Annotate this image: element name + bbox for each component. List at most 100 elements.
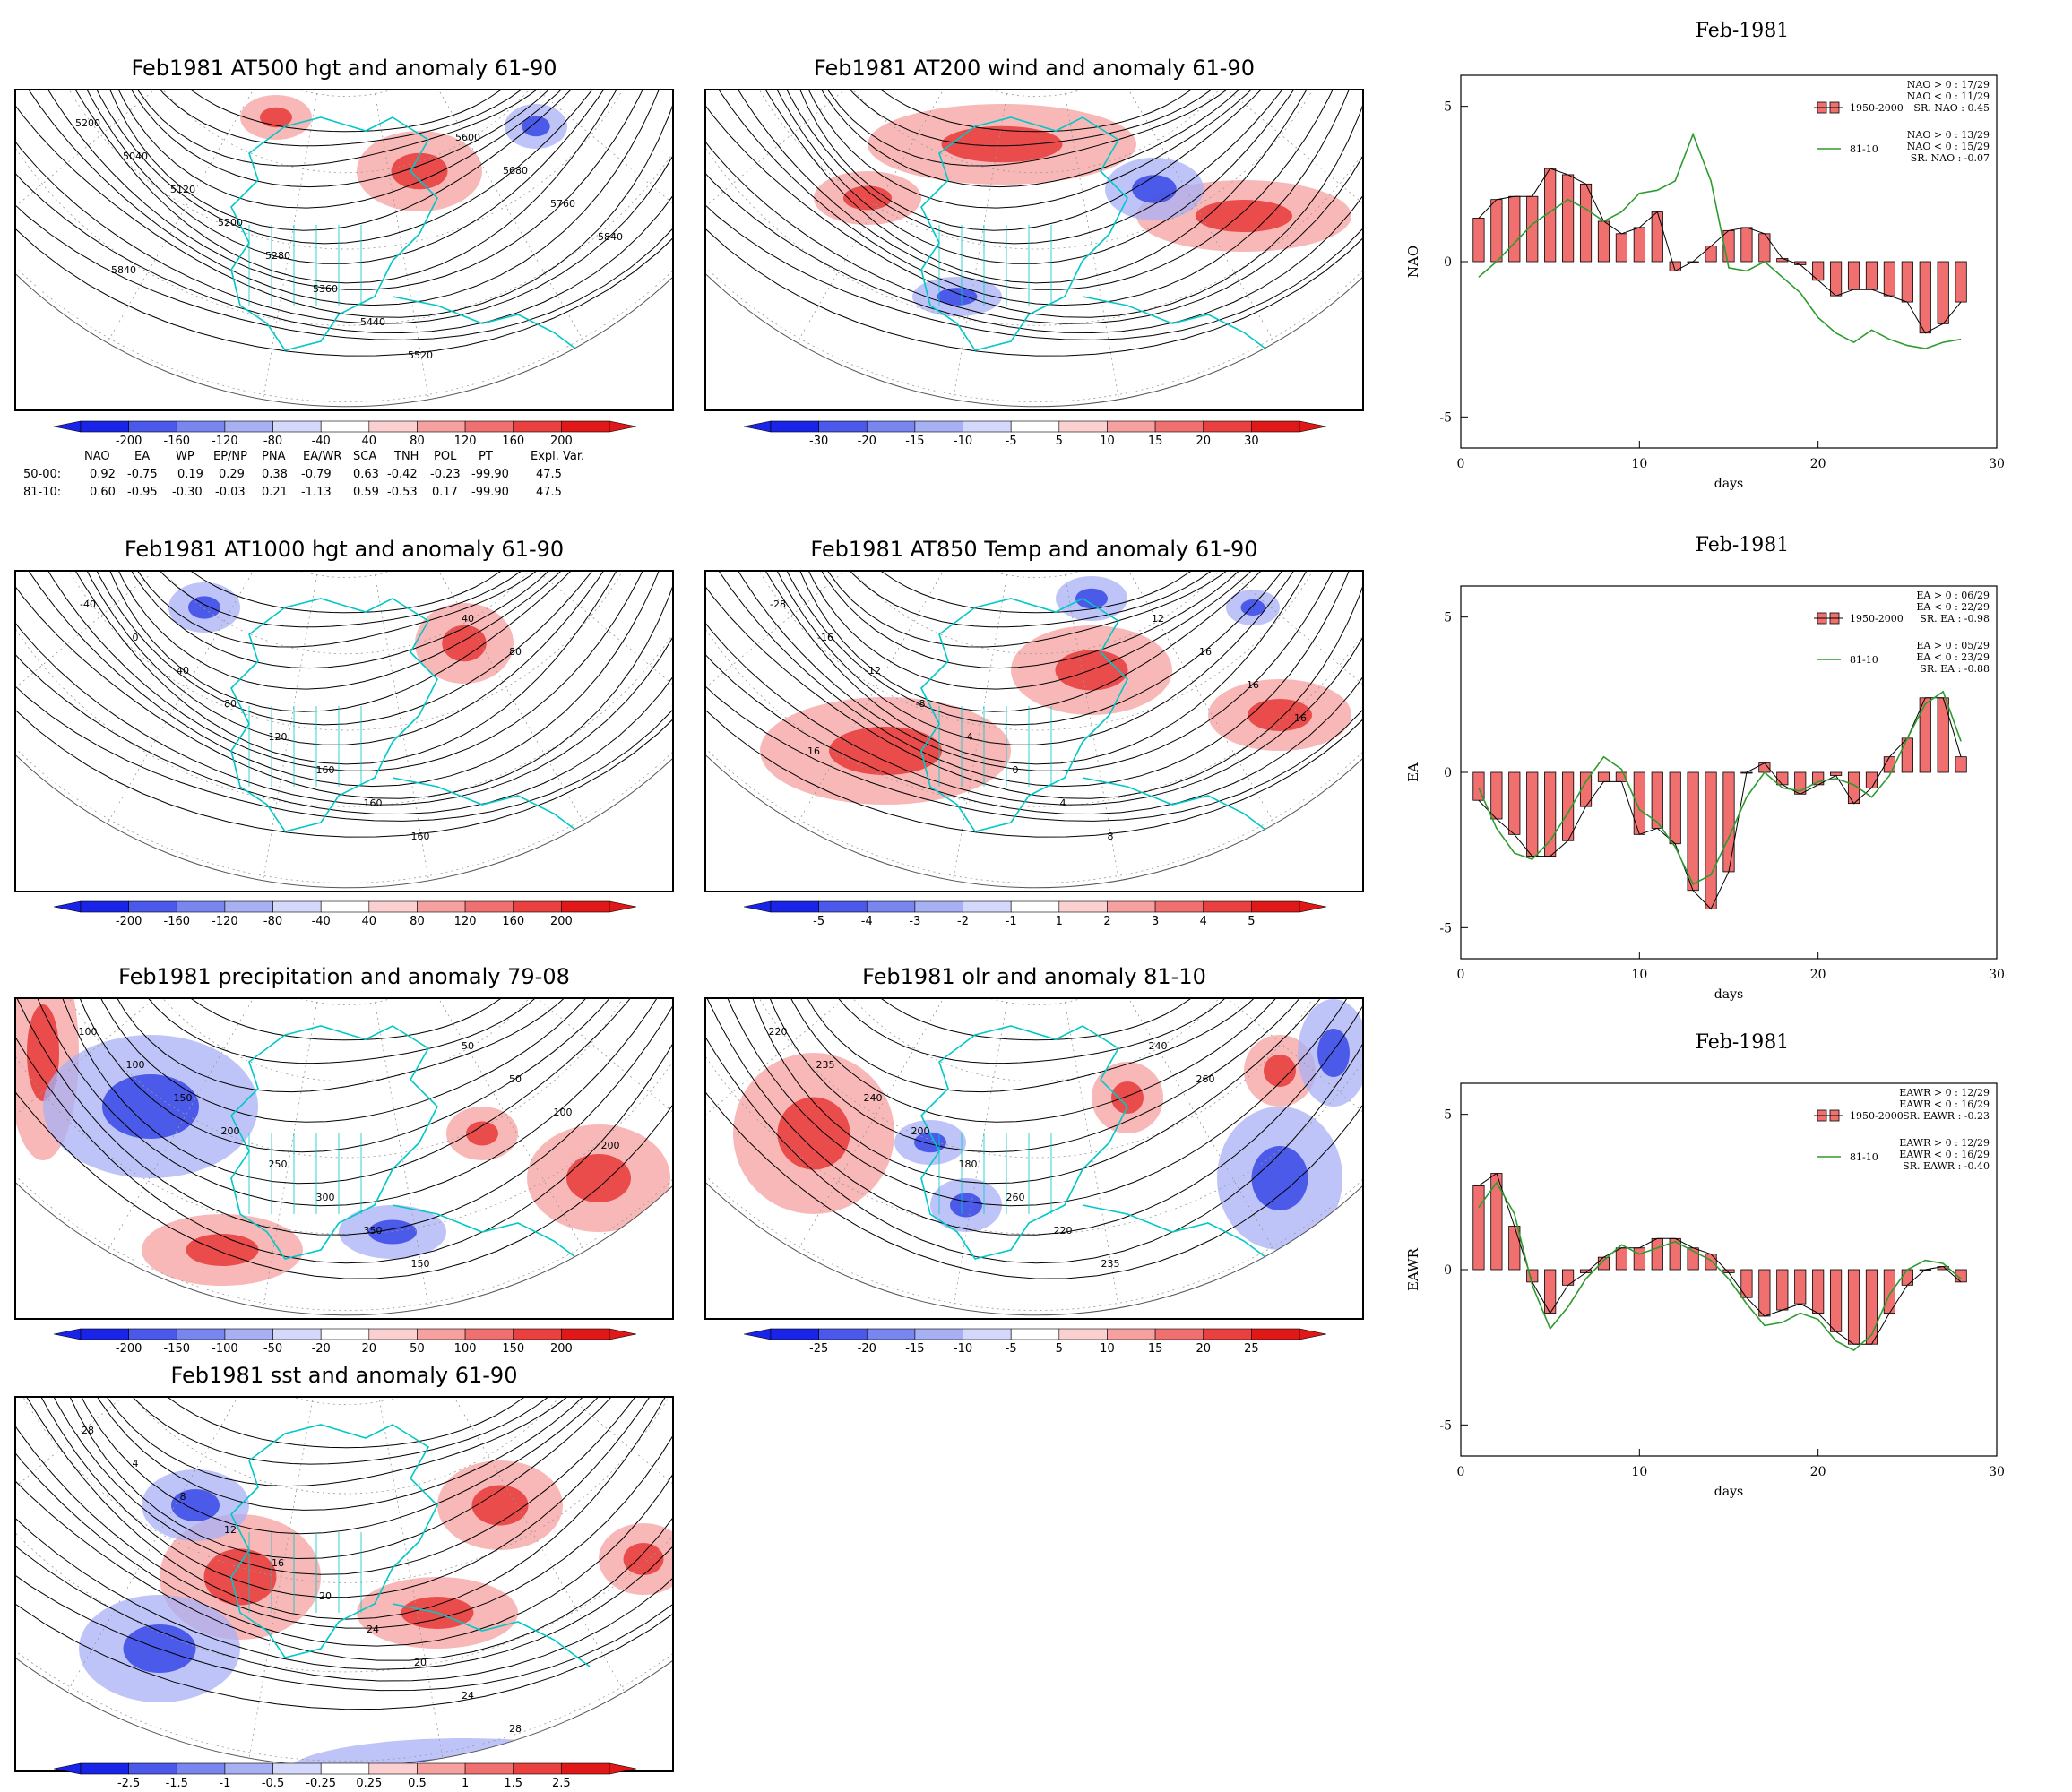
tele-header: PNA [262,450,286,463]
colorbar-label: -2 [957,915,969,928]
map-content [16,999,672,1311]
contour-label: 5520 [408,349,433,361]
x-tick-label: 20 [1810,1465,1826,1479]
contour-label: 24 [367,1624,379,1635]
tele-value: -0.53 [387,486,418,499]
anomaly-positive-core [27,1004,59,1101]
colorbar-label: -200 [116,915,142,928]
data-bar [1955,756,1967,773]
hemisphere-edge [16,273,672,408]
data-bar [1740,1269,1753,1298]
data-bar [1740,227,1753,263]
contour-line [97,572,615,669]
anomaly-negative-core [1132,175,1177,203]
contour-label: 40 [177,665,189,676]
x-tick-label: 0 [1457,457,1465,471]
contour-line [54,999,666,1153]
colorbar-label: 10 [1100,435,1115,448]
data-bar [1705,771,1717,909]
anomaly-negative-core [368,1219,417,1245]
data-bar [1901,261,1913,303]
x-axis-label: days [1714,1485,1743,1499]
colorbar-swatch [818,420,868,433]
x-tick-label: 30 [1989,1465,2005,1479]
anomaly-negative-core [937,288,978,306]
contour-label: 120 [269,731,288,743]
meridian [345,90,672,237]
anomaly-positive-core [941,125,1063,163]
map-plot: 28 4 8 12 16 20 24 20 24 28 [14,1396,674,1772]
contour-line [770,90,1334,231]
colorbar-label: -10 [954,435,972,448]
contour-label: 28 [82,1425,94,1436]
x-tick-label: 20 [1810,968,1826,982]
tele-header: Expl. Var. [531,450,585,463]
contour-line [16,999,672,1279]
contour-line [16,1398,672,1598]
contour-label: 150 [411,1258,430,1270]
contour-line [706,572,1362,771]
tele-header: SCA [353,450,377,463]
contour-line [16,1398,672,1629]
data-bar [1508,195,1521,263]
y-axis-label: EA [1405,762,1421,782]
anomaly-positive-core [260,107,292,128]
colorbar-swatch [513,1762,562,1775]
contour-line [706,90,1362,290]
tele-value: -1.13 [301,486,332,499]
colorbar-swatch [1203,420,1252,433]
latitude-circle [16,1398,672,1673]
contour-label: 20 [319,1590,332,1602]
legend-bar-label: 1950-2000 [1850,613,1904,625]
anomaly-positive-core [843,185,892,211]
colorbar-swatch [80,1762,129,1775]
y-tick-label: -5 [1439,410,1452,425]
colorbar-label: -1.5 [166,1777,188,1790]
contour-line [117,572,586,628]
tele-value: -0.79 [301,468,332,481]
anomaly-negative-core [1240,599,1265,616]
contour-line [714,90,1355,284]
contour-line [787,90,1305,188]
contour-line [44,1398,672,1535]
data-bar [1812,1269,1825,1314]
contour-label: 5440 [360,316,385,328]
data-bar [1615,1247,1627,1271]
colorbar-label: 3 [1152,915,1159,928]
contour-label: 5280 [265,250,290,262]
data-bar [1955,1269,1967,1283]
colorbar-swatch [176,1328,226,1340]
anomaly-negative-core [950,1193,982,1218]
tele-header: POL [434,450,457,463]
contour-line [781,999,1315,1093]
contour-line [16,1398,672,1692]
data-bar [1490,199,1503,263]
contour-label: 260 [1196,1073,1215,1085]
meridian [706,572,1037,718]
meridian [706,90,1037,237]
latitude-circle [101,572,591,655]
y-axis-label: NAO [1405,246,1421,278]
colorbar-swatch [320,420,370,433]
colorbar-swatch [561,1328,610,1340]
contour-line [16,572,672,771]
anomaly-negative-core [522,116,550,137]
contour-label: 5200 [75,117,100,129]
anomaly-negative-core [1075,588,1108,609]
tele-value: -0.95 [127,486,158,499]
colorbar-label: 25 [1244,1342,1259,1356]
data-bar [1705,1254,1717,1271]
colorbar-swatch [224,420,273,433]
colorbar-label: -0.25 [306,1777,336,1790]
colorbar-swatch [272,420,322,433]
colorbar-swatch [1154,1328,1204,1340]
latitude-circle [101,90,591,174]
map-content [16,572,672,883]
x-tick-label: 10 [1631,457,1647,471]
map-canvas: -40 0 40 80 120 160 160 160 40 80 [16,572,672,889]
meridian [16,999,347,1145]
map-title: Feb1981 AT500 hgt and anomaly 61-90 [131,56,557,81]
map-title: Feb1981 precipitation and anomaly 79-08 [118,964,570,989]
anomaly-positive-core [829,727,942,775]
contour-line [16,1398,672,1620]
